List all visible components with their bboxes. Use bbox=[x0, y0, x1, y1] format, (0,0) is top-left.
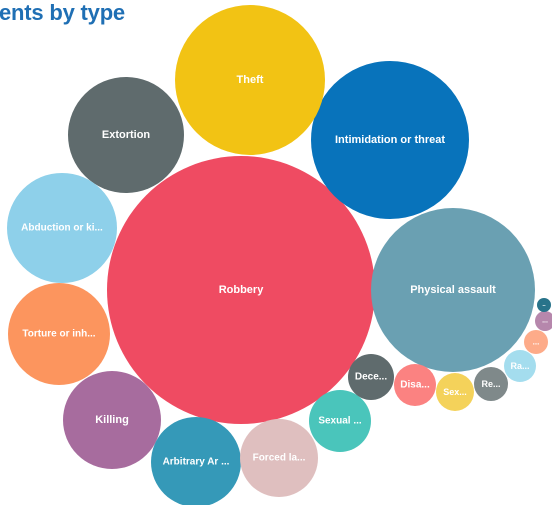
bubble-sexual-exploitation[interactable] bbox=[436, 373, 474, 411]
bubble-label-arbitrary-arrest: Arbitrary Ar ... bbox=[163, 457, 230, 468]
bubble-other-2[interactable] bbox=[535, 311, 552, 331]
bubble-label-intimidation-or-threat: Intimidation or threat bbox=[335, 134, 445, 146]
bubble-ransom[interactable] bbox=[504, 350, 536, 382]
chart-title: ents by type bbox=[0, 0, 125, 25]
bubble-label-restriction: Re... bbox=[481, 379, 500, 389]
bubble-forced-labour[interactable] bbox=[240, 419, 318, 497]
bubble-group: Robbery Physical assault Intimidation or t… bbox=[7, 5, 552, 505]
bubble-restriction[interactable] bbox=[474, 367, 508, 401]
bubble-label-other-1: ... bbox=[533, 338, 540, 347]
bubble-label-ransom: Ra... bbox=[510, 361, 529, 371]
bubble-label-sexual-exploitation: Sex... bbox=[443, 387, 467, 397]
bubble-torture-or-inhuman-treatment[interactable] bbox=[8, 283, 110, 385]
bubble-deception[interactable] bbox=[348, 354, 394, 400]
bubble-label-other-2: ... bbox=[542, 318, 548, 325]
bubble-label-deception: Dece... bbox=[355, 372, 387, 383]
bubble-killing[interactable] bbox=[63, 371, 161, 469]
bubble-label-sexual-violence: Sexual ... bbox=[318, 416, 362, 427]
bubble-label-disappearance: Disa... bbox=[400, 380, 430, 391]
bubble-physical-assault[interactable] bbox=[371, 208, 535, 372]
bubble-other-1[interactable] bbox=[524, 330, 548, 354]
bubble-label-forced-labour: Forced la... bbox=[253, 453, 306, 464]
bubble-label-torture-or-inhuman-treatment: Torture or inh... bbox=[22, 329, 95, 340]
bubble-disappearance[interactable] bbox=[394, 364, 436, 406]
bubble-label-abduction-or-kidnapping: Abduction or ki... bbox=[21, 223, 103, 234]
bubble-label-extortion: Extortion bbox=[102, 129, 151, 141]
bubble-robbery[interactable] bbox=[107, 156, 375, 424]
bubble-extortion[interactable] bbox=[68, 77, 184, 193]
bubble-label-killing: Killing bbox=[95, 414, 129, 426]
bubble-theft[interactable] bbox=[175, 5, 325, 155]
bubble-other-3[interactable] bbox=[537, 298, 551, 312]
bubble-arbitrary-arrest[interactable] bbox=[151, 417, 241, 505]
bubble-label-physical-assault: Physical assault bbox=[410, 284, 496, 296]
bubble-label-theft: Theft bbox=[237, 74, 264, 86]
bubble-abduction-or-kidnapping[interactable] bbox=[7, 173, 117, 283]
bubble-label-other-3: .. bbox=[542, 302, 546, 308]
bubble-sexual-violence[interactable] bbox=[309, 390, 371, 452]
bubble-label-robbery: Robbery bbox=[219, 284, 265, 296]
bubble-intimidation-or-threat[interactable] bbox=[311, 61, 469, 219]
